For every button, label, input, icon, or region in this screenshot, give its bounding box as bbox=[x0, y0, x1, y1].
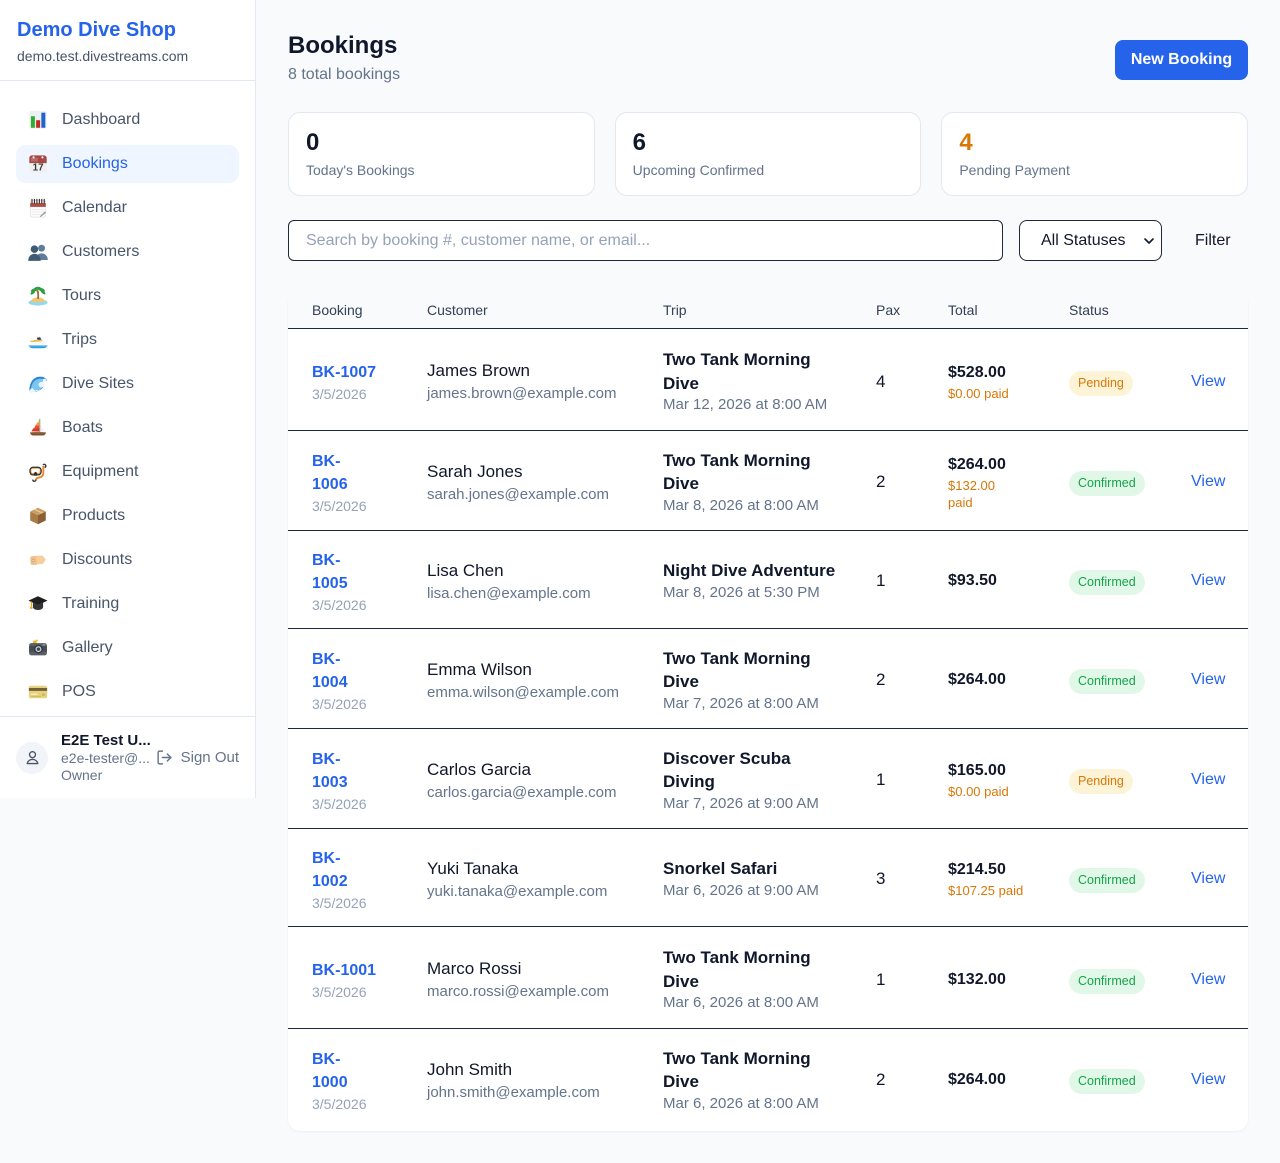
svg-text:17: 17 bbox=[33, 163, 44, 174]
